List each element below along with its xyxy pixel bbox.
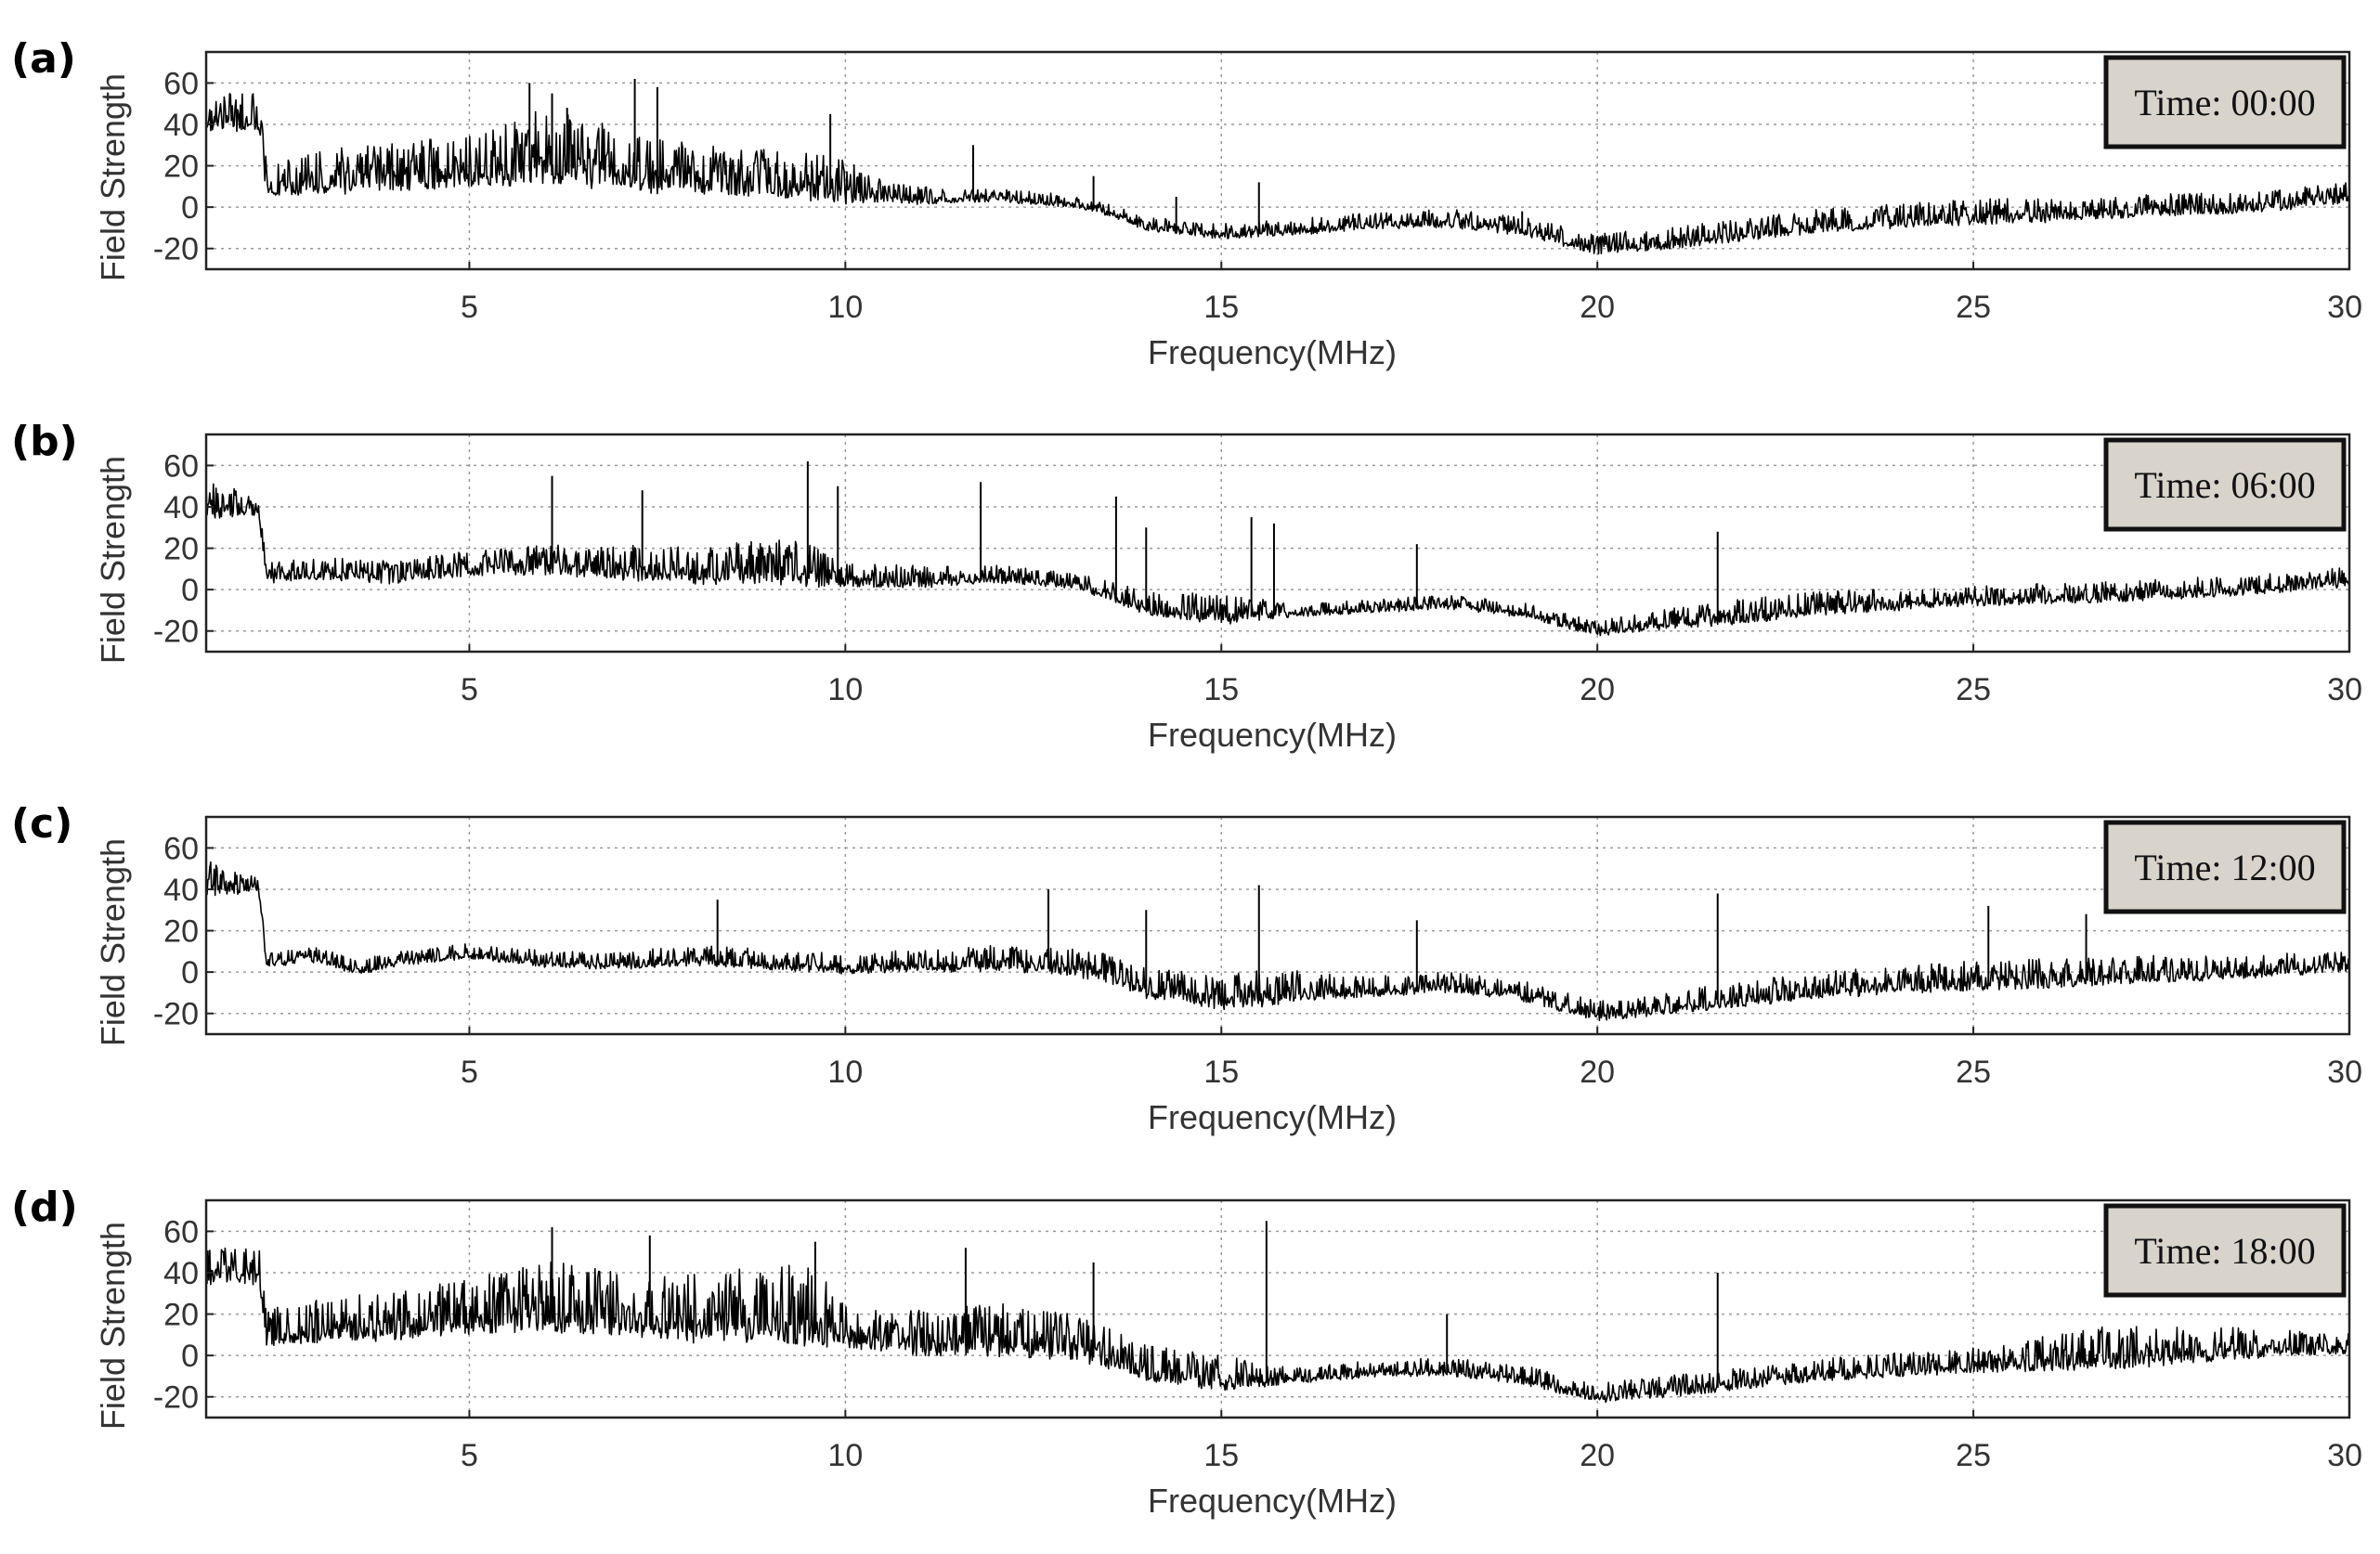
x-tick-label: 10 bbox=[827, 1055, 863, 1090]
y-tick-label: 60 bbox=[163, 66, 199, 101]
x-tick-label: 30 bbox=[2327, 672, 2362, 707]
x-tick-label: 25 bbox=[1956, 1055, 1991, 1090]
grid bbox=[206, 52, 2349, 269]
grid bbox=[206, 434, 2349, 652]
signal-trace bbox=[205, 1247, 2349, 1404]
x-tick-label: 20 bbox=[1580, 1055, 1615, 1090]
y-tick-label: -20 bbox=[153, 1380, 199, 1416]
y-tick-label: 0 bbox=[181, 1339, 199, 1374]
x-tick-label: 5 bbox=[461, 290, 478, 325]
y-tick-label: 20 bbox=[163, 1298, 199, 1333]
signal-trace bbox=[205, 483, 2349, 637]
time-annotation: Time: 06:00 bbox=[2134, 464, 2315, 506]
panel-label: (a) bbox=[11, 35, 76, 83]
x-tick-label: 30 bbox=[2327, 1055, 2362, 1090]
y-axis-label: Field Strength bbox=[94, 1222, 132, 1430]
x-tick-label: 30 bbox=[2327, 290, 2362, 325]
y-tick-label: 60 bbox=[163, 448, 199, 484]
x-tick-label: 20 bbox=[1580, 672, 1615, 707]
y-tick-label: 0 bbox=[181, 573, 199, 608]
x-axis-label: Frequency(MHz) bbox=[1148, 333, 1397, 371]
panel-2: (b) -20 0 20 40 60 5 10 15 20 25 30 Frequency(MHz) Fi… bbox=[11, 418, 2362, 754]
y-tick-label: 40 bbox=[163, 108, 199, 143]
signal-trace bbox=[205, 861, 2349, 1021]
time-annotation: Time: 12:00 bbox=[2134, 847, 2315, 888]
x-tick-label: 25 bbox=[1956, 1438, 1991, 1473]
y-axis-label: Field Strength bbox=[94, 73, 132, 281]
y-tick-label: 0 bbox=[181, 190, 199, 226]
x-tick-label: 20 bbox=[1580, 290, 1615, 325]
x-tick-label: 10 bbox=[827, 1438, 863, 1473]
time-annotation-box bbox=[2103, 55, 2347, 149]
y-tick-label: -20 bbox=[153, 997, 199, 1032]
time-annotation: Time: 00:00 bbox=[2134, 82, 2315, 123]
x-axis-label: Frequency(MHz) bbox=[1148, 716, 1397, 754]
panel-label: (c) bbox=[11, 800, 72, 848]
signal-trace bbox=[205, 93, 2349, 255]
panel-label: (d) bbox=[11, 1184, 78, 1231]
x-tick-label: 5 bbox=[461, 1438, 478, 1473]
time-annotation: Time: 18:00 bbox=[2134, 1230, 2315, 1272]
x-axis-label: Frequency(MHz) bbox=[1148, 1098, 1397, 1136]
y-axis-label: Field Strength bbox=[94, 456, 132, 664]
plot-frame bbox=[204, 433, 2351, 654]
y-tick-label: 20 bbox=[163, 149, 199, 185]
y-axis-label: Field Strength bbox=[94, 838, 132, 1046]
y-tick-label: 60 bbox=[163, 831, 199, 866]
y-tick-label: 40 bbox=[163, 873, 199, 908]
y-tick-label: 60 bbox=[163, 1214, 199, 1250]
x-axis-label: Frequency(MHz) bbox=[1148, 1482, 1397, 1520]
panel-label: (b) bbox=[11, 418, 78, 465]
x-tick-label: 10 bbox=[827, 290, 863, 325]
x-tick-label: 5 bbox=[461, 1055, 478, 1090]
x-tick-label: 25 bbox=[1956, 290, 1991, 325]
x-tick-label: 5 bbox=[461, 672, 478, 707]
panel-3: (c) -20 0 20 40 60 5 10 15 20 25 30 Frequency(MHz) Fi… bbox=[11, 800, 2362, 1136]
x-tick-label: 15 bbox=[1203, 290, 1239, 325]
time-annotation-box bbox=[2103, 1203, 2347, 1298]
plot-frame bbox=[204, 1198, 2351, 1419]
panel-1: (a) -20 0 20 40 60 5 10 15 20 25 30 Frequency(MHz) Fi… bbox=[11, 35, 2362, 371]
grid bbox=[206, 817, 2349, 1034]
y-tick-label: 20 bbox=[163, 532, 199, 567]
time-annotation-box bbox=[2103, 437, 2347, 532]
y-tick-label: 20 bbox=[163, 914, 199, 950]
y-tick-label: 40 bbox=[163, 1256, 199, 1291]
plot-frame bbox=[204, 815, 2351, 1036]
y-tick-label: -20 bbox=[153, 232, 199, 267]
x-tick-label: 25 bbox=[1956, 672, 1991, 707]
x-tick-label: 15 bbox=[1203, 1055, 1239, 1090]
y-tick-label: 0 bbox=[181, 955, 199, 991]
panel-4: (d) -20 0 20 40 60 5 10 15 20 25 30 Frequency(MHz) Fi… bbox=[11, 1184, 2362, 1520]
time-annotation-box bbox=[2103, 820, 2347, 914]
x-tick-label: 20 bbox=[1580, 1438, 1615, 1473]
x-tick-label: 10 bbox=[827, 672, 863, 707]
x-tick-label: 15 bbox=[1203, 1438, 1239, 1473]
x-tick-label: 15 bbox=[1203, 672, 1239, 707]
y-tick-label: -20 bbox=[153, 615, 199, 650]
plot-frame bbox=[204, 50, 2351, 271]
x-tick-label: 30 bbox=[2327, 1438, 2362, 1473]
y-tick-label: 40 bbox=[163, 490, 199, 525]
